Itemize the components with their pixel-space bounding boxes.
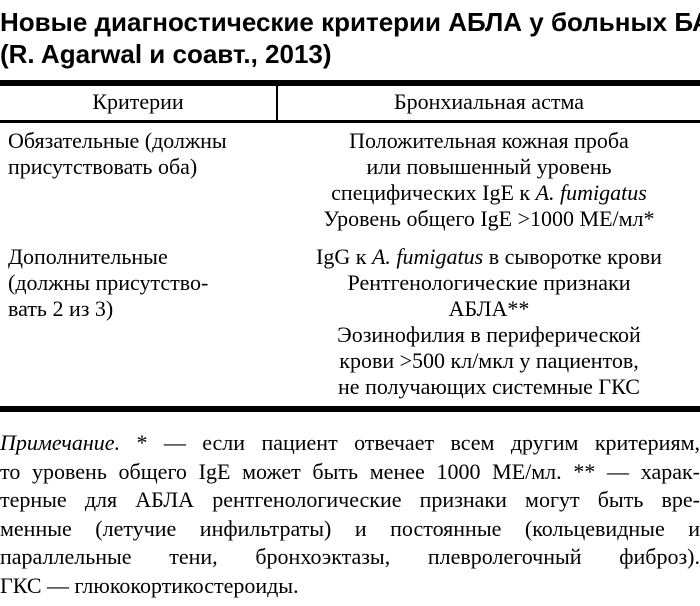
species-name: A. fumigatus [535,180,647,205]
cell-line: или повышенный уровень [366,154,612,179]
cell-line: Положительная кожная проба [349,128,629,153]
footnote-line: ГКС — глюкокортикостероиды. [0,572,299,598]
title-line-2: (R. Agarwal и соавт., 2013) [0,39,332,69]
cell-line: Рентгенологические признаки [347,270,631,295]
footnote-lead: Примечание. [0,430,121,455]
table-header-row: Критерии Бронхиальная астма [0,86,700,123]
cell-line: IgG к A. fumigatus в сыворотке крови [316,244,662,269]
cell-line: Обязательные (должны [8,128,227,153]
cell-line: специфических IgE к A. fumigatus [331,180,647,205]
species-name: A. fumigatus [371,244,484,269]
cell-asthma-mandatory: Положительная кожная проба или повышенны… [278,128,700,232]
cell-line: присутствовать оба) [8,154,198,179]
cell-criteria-mandatory: Обязательные (должны присутствовать оба) [0,128,278,232]
cell-asthma-additional: IgG к A. fumigatus в сыворотке крови Рен… [278,244,700,400]
table-body: Обязательные (должны присутствовать оба)… [0,123,700,406]
column-header-criteria: Критерии [0,86,278,120]
cell-criteria-additional: Дополнительные (должны присутство- вать … [0,244,278,400]
footnote: Примечание. * — если пациент отвечает вс… [0,429,700,600]
cell-line: не получающих системные ГКС [338,374,640,399]
footnote-line: Примечание. * — если пациент отвечает вс… [0,430,700,455]
table-row-additional: Дополнительные (должны присутство- вать … [0,244,700,400]
footnote-line: менные (летучие инфильтраты) и постоянны… [0,515,700,541]
cell-line: АБЛА** [448,296,530,321]
footnote-line: терные для АБЛА рентгенологические призн… [0,487,700,512]
diagnostic-criteria-table: Критерии Бронхиальная астма Обязательные… [0,80,700,412]
footnote-line: то уровень общего IgE может быть менее 1… [0,458,700,484]
footnote-line: параллельные тени, бронхоэктазы, плеврол… [0,544,700,569]
cell-line: Уровень общего IgE >1000 МЕ/мл* [323,206,655,231]
cell-line: (должны присутство- [8,270,209,295]
cell-line: вать 2 из 3) [8,296,114,321]
table-row-mandatory: Обязательные (должны присутствовать оба)… [0,128,700,232]
cell-line: Дополнительные [8,244,168,269]
cell-line: Эозинофилия в периферической [337,322,641,347]
document-title: Новые диагностические критерии АБЛА у бо… [0,0,700,70]
cell-line: крови >500 кл/мкл у пациентов, [339,348,639,373]
title-line-1: Новые диагностические критерии АБЛА у бо… [0,7,700,37]
column-header-bronchial-asthma: Бронхиальная астма [394,89,584,114]
